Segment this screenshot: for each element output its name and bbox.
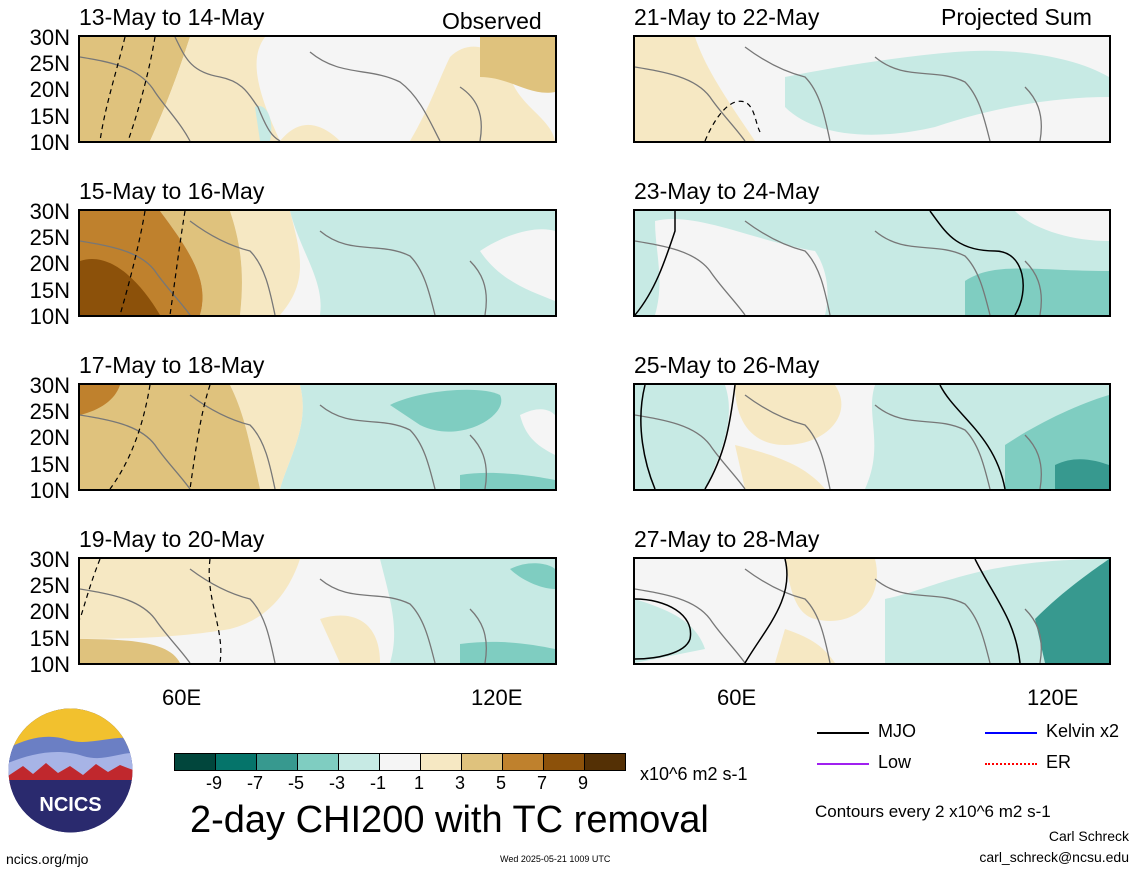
panel-title-right-1: 23-May to 24-May bbox=[634, 178, 820, 204]
ncics-logo: NCICS bbox=[8, 708, 133, 833]
colorbar bbox=[174, 753, 626, 771]
map-panel-left-0 bbox=[78, 35, 557, 143]
map-panel-right-2 bbox=[633, 383, 1111, 491]
lat-label: 30N bbox=[29, 25, 70, 50]
author: Carl Schreck bbox=[1048, 828, 1129, 844]
colorbar-swatch bbox=[379, 754, 420, 770]
legend-label-mjo: MJO bbox=[878, 721, 916, 741]
colorbar-tick: 3 bbox=[454, 773, 465, 793]
colorbar-tick: -5 bbox=[287, 773, 304, 793]
lat-label: 10N bbox=[29, 652, 70, 677]
email[interactable]: carl_schreck@ncsu.edu bbox=[979, 849, 1129, 865]
logo-text: NCICS bbox=[39, 794, 101, 816]
panel-title-left-2: 17-May to 18-May bbox=[79, 352, 265, 378]
colorbar-tick: -1 bbox=[369, 773, 386, 793]
map-panel-left-3 bbox=[78, 557, 557, 665]
panel-title-right-2: 25-May to 26-May bbox=[634, 352, 820, 378]
panel-title-left-1: 15-May to 16-May bbox=[79, 178, 265, 204]
map-panel-right-1 bbox=[633, 209, 1111, 317]
colorbar-tick: -7 bbox=[246, 773, 263, 793]
colorbar-swatch bbox=[461, 754, 502, 770]
colorbar-swatch bbox=[502, 754, 543, 770]
lat-label: 30N bbox=[29, 199, 70, 224]
lat-label: 20N bbox=[29, 425, 70, 450]
map-panel-right-0 bbox=[633, 35, 1111, 143]
colorbar-tick: 9 bbox=[577, 773, 588, 793]
colorbar-tick: -3 bbox=[328, 773, 345, 793]
colorbar-tick: -9 bbox=[205, 773, 222, 793]
projected-label: Projected Sum bbox=[941, 4, 1092, 30]
lon-label-left-120e: 120E bbox=[471, 685, 523, 710]
colorbar-tick: 1 bbox=[413, 773, 424, 793]
observed-label: Observed bbox=[442, 8, 542, 34]
lon-label-left-60e: 60E bbox=[162, 685, 202, 710]
panel-title-left-3: 19-May to 20-May bbox=[79, 526, 265, 552]
lat-label: 10N bbox=[29, 478, 70, 503]
legend-label-er: ER bbox=[1046, 752, 1072, 772]
main-title: 2-day CHI200 with TC removal bbox=[190, 799, 709, 841]
lat-label: 30N bbox=[29, 547, 70, 572]
lat-label: 20N bbox=[29, 251, 70, 276]
lon-label-right-60e: 60E bbox=[717, 685, 757, 710]
lon-label-right-120e: 120E bbox=[1027, 685, 1079, 710]
lat-label: 20N bbox=[29, 599, 70, 624]
colorbar-swatch bbox=[420, 754, 461, 770]
lat-label: 15N bbox=[29, 452, 70, 477]
colorbar-swatch bbox=[297, 754, 338, 770]
lat-label: 25N bbox=[29, 225, 70, 250]
lat-label: 30N bbox=[29, 373, 70, 398]
lat-label: 10N bbox=[29, 304, 70, 329]
lat-label: 20N bbox=[29, 77, 70, 102]
legend-swatch-er bbox=[985, 763, 1037, 765]
timestamp: Wed 2025-05-21 1009 UTC bbox=[500, 854, 611, 864]
legend-swatch-low bbox=[817, 763, 869, 765]
colorbar-tick: 5 bbox=[495, 773, 506, 793]
panel-title-right-0: 21-May to 22-May bbox=[634, 4, 820, 30]
panel-title-left-0: 13-May to 14-May bbox=[79, 4, 265, 30]
legend-label-low: Low bbox=[878, 752, 912, 772]
lat-label: 10N bbox=[29, 130, 70, 155]
legend-label-kelvin: Kelvin x2 bbox=[1046, 721, 1120, 741]
colorbar-tick: 7 bbox=[536, 773, 547, 793]
colorbar-swatch bbox=[584, 754, 625, 770]
website-link[interactable]: ncics.org/mjo bbox=[6, 851, 89, 867]
colorbar-swatch bbox=[175, 754, 215, 770]
colorbar-units: x10^6 m2 s-1 bbox=[640, 764, 748, 784]
lat-label: 15N bbox=[29, 626, 70, 651]
map-panel-left-2 bbox=[78, 383, 557, 491]
colorbar-swatch bbox=[256, 754, 297, 770]
legend-swatch-kelvin bbox=[985, 732, 1037, 734]
colorbar-swatch bbox=[215, 754, 256, 770]
panel-title-right-3: 27-May to 28-May bbox=[634, 526, 820, 552]
legend-swatch-mjo bbox=[817, 732, 869, 734]
lat-label: 25N bbox=[29, 51, 70, 76]
map-panel-left-1 bbox=[78, 209, 557, 317]
lat-label: 15N bbox=[29, 278, 70, 303]
lat-label: 15N bbox=[29, 104, 70, 129]
contour-note: Contours every 2 x10^6 m2 s-1 bbox=[815, 802, 1051, 821]
lat-label: 25N bbox=[29, 399, 70, 424]
colorbar-swatch bbox=[543, 754, 584, 770]
lat-label: 25N bbox=[29, 573, 70, 598]
colorbar-swatch bbox=[338, 754, 379, 770]
map-panel-right-3 bbox=[633, 557, 1111, 665]
